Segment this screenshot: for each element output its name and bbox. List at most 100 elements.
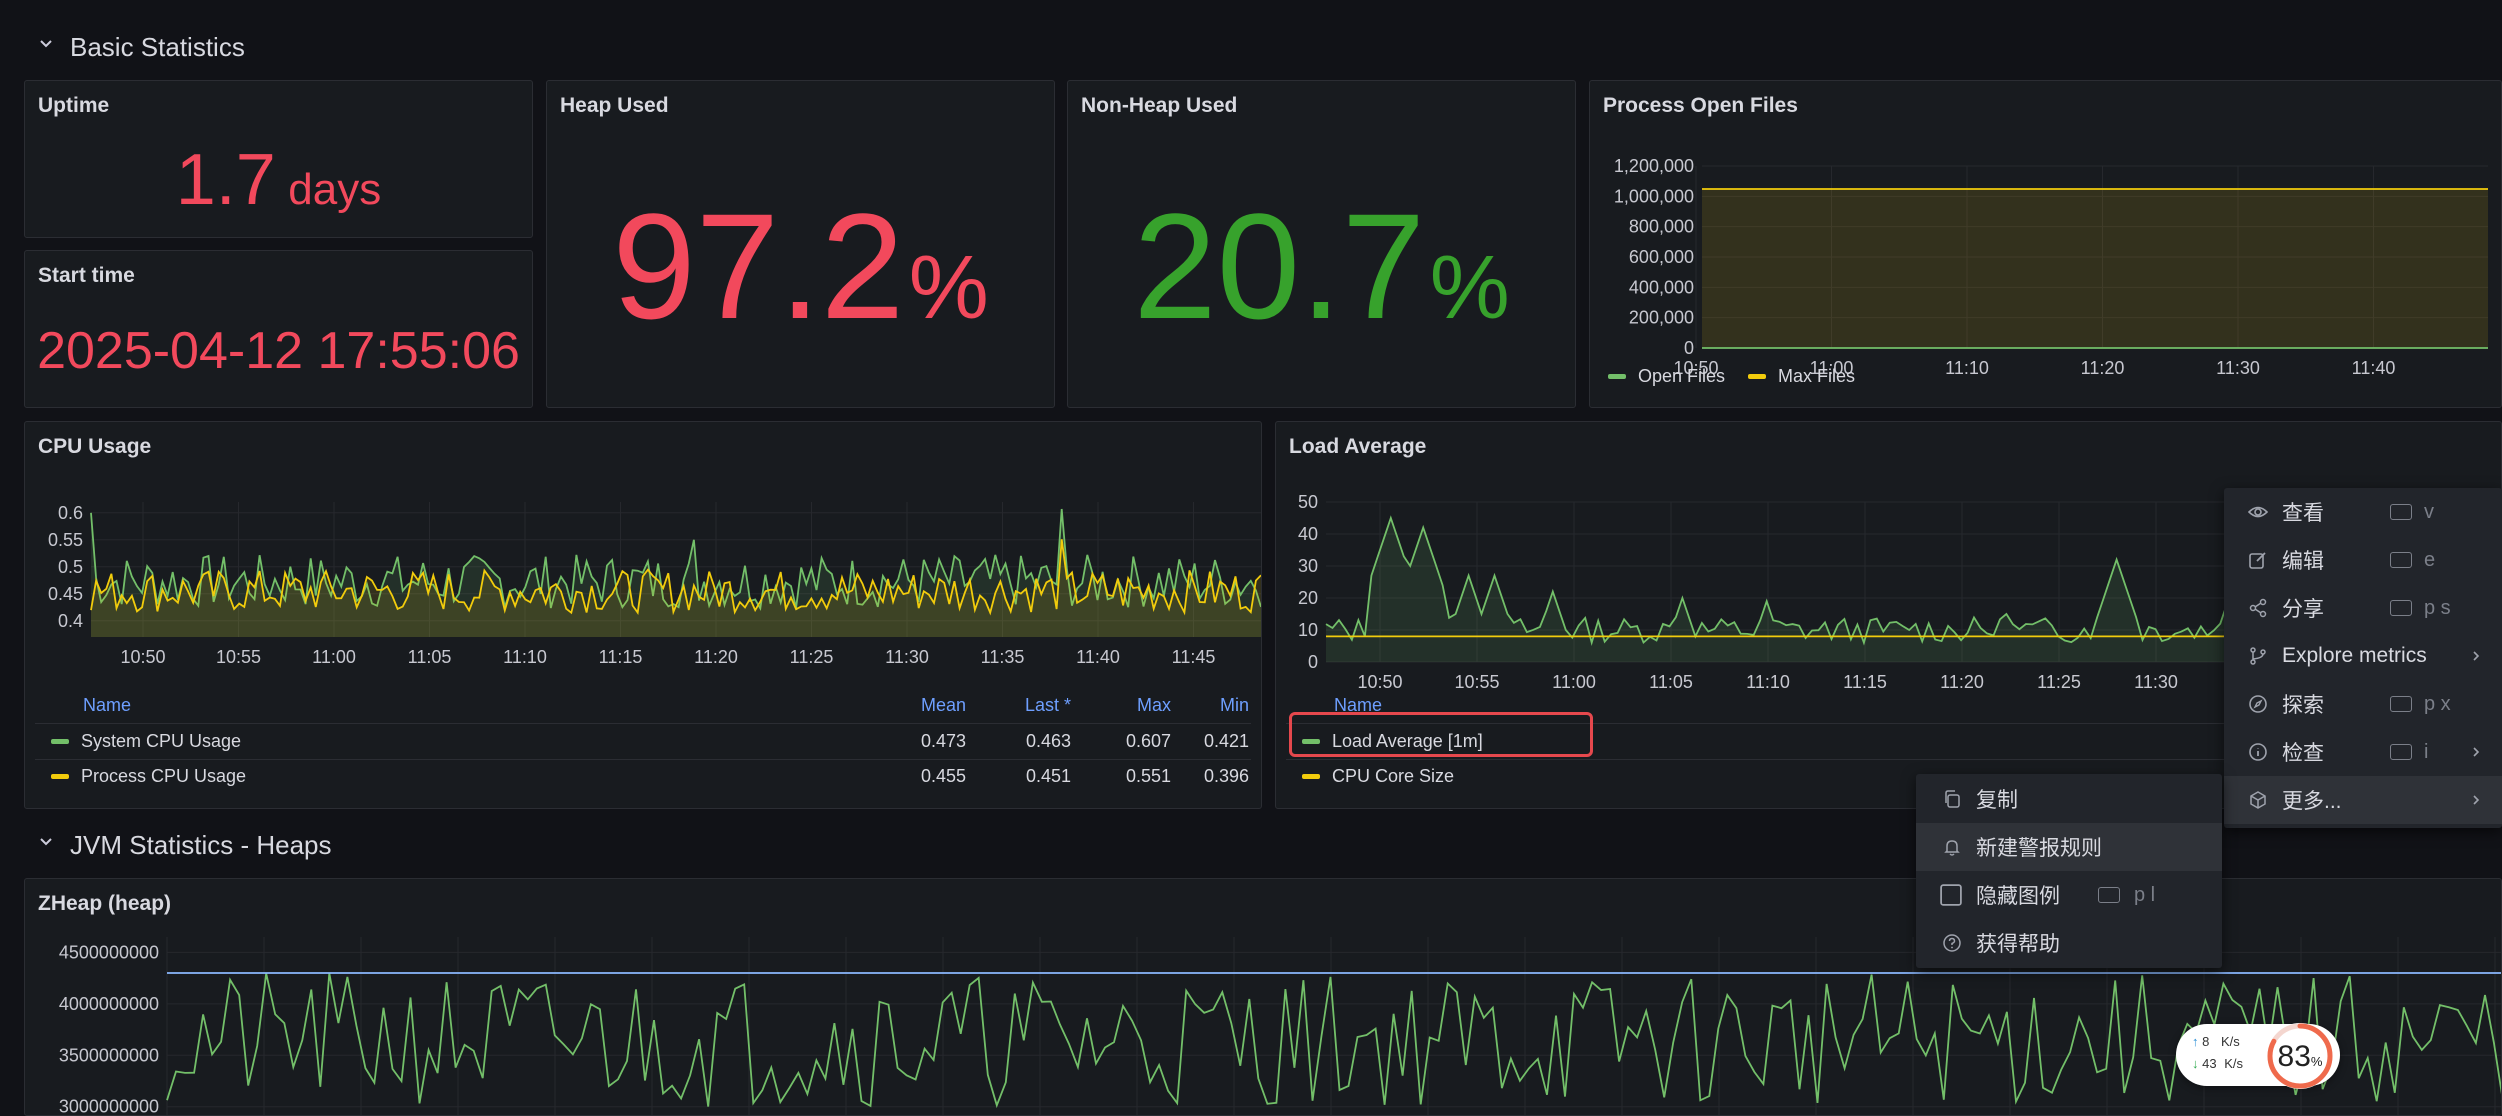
menu-item-label: 查看 — [2282, 502, 2324, 525]
legend-label: CPU Core Size — [1332, 765, 1455, 786]
legend-header-mean[interactable]: Mean — [920, 695, 966, 715]
menu-item-explore[interactable]: 探索 p x — [2224, 680, 2502, 728]
x-tick-label: 11:35 — [981, 647, 1025, 667]
x-tick-label: 10:50 — [1673, 358, 1718, 378]
panel-title: Heap Used — [560, 94, 669, 117]
shortcut-key: e — [2424, 548, 2436, 571]
menu-item-edit[interactable]: 编辑 e — [2224, 536, 2502, 584]
start-time-panel[interactable]: Start time 2025-04-12 17:55:06 — [24, 250, 533, 408]
x-tick-label: 11:15 — [599, 647, 643, 667]
keyboard-icon — [2390, 504, 2412, 520]
menu-item-inspect[interactable]: 检查 i — [2224, 728, 2502, 776]
legend-header-last[interactable]: Last * — [1024, 695, 1071, 715]
copy-icon — [1945, 790, 1960, 808]
y-tick-label: 20 — [1298, 588, 1318, 608]
x-tick-label: 11:20 — [2081, 358, 2125, 378]
legend-value: 0.473 — [920, 731, 966, 751]
legend-swatch — [1302, 738, 1320, 744]
y-tick-label: 0.45 — [48, 584, 83, 604]
y-tick-label: 0.55 — [48, 530, 83, 550]
x-tick-label: 11:20 — [1940, 672, 1984, 692]
upload-speed: ↑ 8 K/s — [2192, 1034, 2240, 1049]
menu-item-view[interactable]: 查看 v — [2224, 488, 2502, 536]
x-tick-label: 11:05 — [408, 647, 452, 667]
shortcut-key: p x — [2424, 692, 2451, 715]
series-system-cpu-area — [91, 509, 1261, 637]
menu-item-more[interactable]: 更多... — [2224, 776, 2502, 824]
y-tick-label: 40 — [1298, 524, 1318, 544]
legend-label: Load Average [1m] — [1332, 730, 1483, 751]
branch-icon — [2250, 647, 2266, 665]
y-tick-label: 3500000000 — [59, 1045, 159, 1065]
upload-value: 8 — [2202, 1034, 2210, 1049]
cpu-usage-panel[interactable]: CPU Usage 0.6 0.55 0.5 0.45 0.4 10:50 10:55 11:… — [24, 421, 1262, 809]
legend-item-system-cpu[interactable]: System CPU Usage — [51, 726, 241, 756]
panel-title: Load Average — [1289, 435, 1427, 458]
x-tick-label: 11:00 — [1810, 358, 1854, 378]
chevron-right-icon — [2473, 795, 2480, 805]
y-tick-label: 1,200,000 — [1614, 156, 1694, 176]
legend-item-load-1m[interactable]: Load Average [1m] — [1302, 726, 1483, 756]
menu-item-label: 探索 — [2282, 694, 2324, 717]
panel-title: CPU Usage — [38, 435, 152, 458]
legend-item-max-files[interactable]: Max Files — [1748, 361, 1855, 391]
cpu-gauge[interactable]: 83% — [2264, 1020, 2336, 1092]
legend-header-name[interactable]: Name — [1334, 695, 1383, 715]
legend-item-process-cpu[interactable]: Process CPU Usage — [51, 761, 246, 791]
menu-item-explore-metrics[interactable]: Explore metrics — [2224, 632, 2502, 680]
submenu-item-hide-legend[interactable]: 隐藏图例 p l — [1916, 871, 2222, 919]
nonheap-used-panel[interactable]: Non-Heap Used 20.7 % — [1067, 80, 1576, 408]
submenu-item-duplicate[interactable]: 复制 — [1916, 775, 2222, 823]
heap-used-panel[interactable]: Heap Used 97.2 % — [546, 80, 1055, 408]
submenu-item-get-help[interactable]: 获得帮助 — [1916, 919, 2222, 967]
y-tick-label: 1,000,000 — [1614, 186, 1694, 206]
checkbox-icon[interactable] — [1940, 884, 1962, 906]
x-tick-label: 11:30 — [885, 647, 929, 667]
legend-swatch — [1302, 773, 1320, 779]
section-jvm-heaps[interactable]: JVM Statistics - Heaps — [0, 818, 500, 868]
shortcut-key: p l — [2134, 883, 2156, 906]
section-title: JVM Statistics - Heaps — [70, 830, 332, 860]
legend-header-min[interactable]: Min — [1219, 695, 1249, 715]
x-tick-label: 11:00 — [312, 647, 356, 667]
x-tick-label: 11:40 — [2352, 358, 2396, 378]
menu-item-share[interactable]: 分享 p s — [2224, 584, 2502, 632]
legend-header-name[interactable]: Name — [83, 695, 132, 715]
legend-item-cpu-core-size[interactable]: CPU Core Size — [1302, 761, 1454, 791]
compass-icon — [2249, 695, 2267, 713]
more-submenu[interactable]: 复制 新建警报规则 隐藏图例 p l 获得帮助 — [1916, 774, 2222, 968]
y-tick-label: 0.6 — [58, 503, 83, 523]
menu-item-label: Explore metrics — [2282, 644, 2427, 667]
legend-header-max[interactable]: Max — [1136, 695, 1171, 715]
submenu-item-new-alert-rule[interactable]: 新建警报规则 — [1916, 823, 2222, 871]
cpu-chart[interactable]: 0.6 0.55 0.5 0.45 0.4 10:50 10:55 11:00 11:05 11:… — [25, 482, 1262, 692]
section-basic-statistics[interactable]: Basic Statistics — [0, 20, 400, 70]
open-files-chart[interactable]: 1,200,000 1,000,000 800,000 600,000 400,000 2… — [1590, 136, 2502, 406]
cube-icon — [2250, 791, 2266, 809]
legend-label: System CPU Usage — [81, 730, 242, 751]
y-tick-label: 0.5 — [58, 557, 83, 577]
menu-item-label: 隐藏图例 — [1976, 885, 2060, 908]
panel-context-menu[interactable]: 查看 v 编辑 e 分享 p s Explore metrics 探索 p x … — [2224, 488, 2502, 828]
open-files-panel[interactable]: Process Open Files 1,200,000 1,000,000 800… — [1589, 80, 2502, 408]
panel-title: Process Open Files — [1603, 94, 1798, 117]
y-tick-label: 4000000000 — [59, 994, 159, 1014]
x-tick-label: 11:10 — [503, 647, 547, 667]
legend-label: Process CPU Usage — [81, 765, 247, 786]
legend-item-open-files[interactable]: Open Files — [1608, 361, 1725, 391]
shortcut-key: p s — [2424, 596, 2451, 619]
chevron-down-icon — [40, 40, 52, 48]
heap-used-unit: % — [908, 238, 989, 338]
heap-used-value: 97.2 — [612, 182, 905, 350]
x-tick-label: 11:25 — [790, 647, 834, 667]
edit-icon — [2249, 552, 2266, 569]
chevron-down-icon — [40, 838, 52, 846]
x-tick-label: 11:05 — [1649, 672, 1693, 692]
download-unit: K/s — [2224, 1056, 2244, 1071]
y-tick-label: 800,000 — [1629, 217, 1694, 237]
menu-item-label: 获得帮助 — [1976, 933, 2060, 956]
x-tick-label: 11:10 — [1746, 672, 1790, 692]
y-tick-label: 0 — [1308, 652, 1318, 672]
uptime-panel[interactable]: Uptime 1.7 days — [24, 80, 533, 238]
network-speed-widget[interactable]: ↑ 8 K/s ↓ 43 K/s 83% — [2176, 1023, 2340, 1089]
